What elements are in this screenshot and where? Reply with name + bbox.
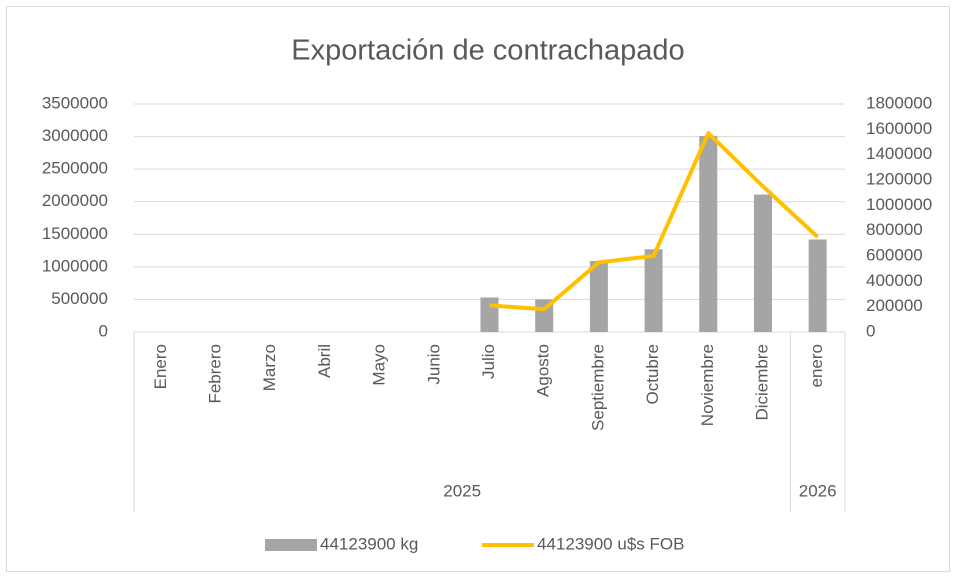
y2-tick-label: 200000 (866, 296, 923, 315)
x-tick-label: Septiembre (588, 344, 607, 431)
legend-label: 44123900 u$s FOB (537, 534, 684, 553)
x-tick-label: Abril (315, 344, 334, 378)
x-tick-label: Junio (424, 344, 443, 385)
y-tick-label: 1500000 (42, 224, 108, 243)
y-tick-label: 3000000 (42, 126, 108, 145)
x-tick-label: Noviembre (698, 344, 717, 426)
y2-tick-label: 400000 (866, 271, 923, 290)
x-tick-label: Agosto (534, 344, 553, 397)
group-label: 2026 (799, 481, 837, 500)
chart-border (6, 6, 950, 572)
bar (644, 249, 663, 332)
y-tick-label: 0 (99, 321, 108, 340)
bar (808, 239, 827, 332)
bar (480, 297, 499, 332)
y2-tick-label: 1200000 (866, 169, 932, 188)
x-tick-label: Diciembre (752, 344, 771, 421)
x-tick-label: Febrero (206, 344, 225, 404)
legend-label: 44123900 kg (320, 534, 418, 553)
legend-swatch (265, 539, 317, 551)
bar (699, 135, 718, 332)
y2-tick-label: 0 (866, 321, 875, 340)
chart-title: Exportación de contrachapado (291, 35, 684, 67)
x-tick-label: enero (807, 344, 826, 387)
y-tick-label: 3500000 (42, 93, 108, 112)
x-tick-label: Mayo (370, 344, 389, 386)
x-tick-label: Marzo (260, 344, 279, 391)
y-tick-label: 2500000 (42, 159, 108, 178)
y2-tick-label: 1600000 (866, 119, 932, 138)
y2-tick-label: 1000000 (866, 195, 932, 214)
group-label: 2025 (443, 481, 481, 500)
x-tick-label: Octubre (643, 344, 662, 404)
y2-tick-label: 1400000 (866, 144, 932, 163)
x-tick-label: Julio (479, 344, 498, 379)
bar (753, 194, 772, 332)
y-tick-label: 2000000 (42, 191, 108, 210)
y-tick-label: 500000 (51, 289, 108, 308)
y-tick-label: 1000000 (42, 256, 108, 275)
line (489, 131, 820, 312)
x-tick-label: Enero (151, 344, 170, 389)
y2-tick-label: 600000 (866, 245, 923, 264)
bar (589, 260, 608, 332)
y2-tick-label: 1800000 (866, 93, 932, 112)
y2-tick-label: 800000 (866, 220, 923, 239)
